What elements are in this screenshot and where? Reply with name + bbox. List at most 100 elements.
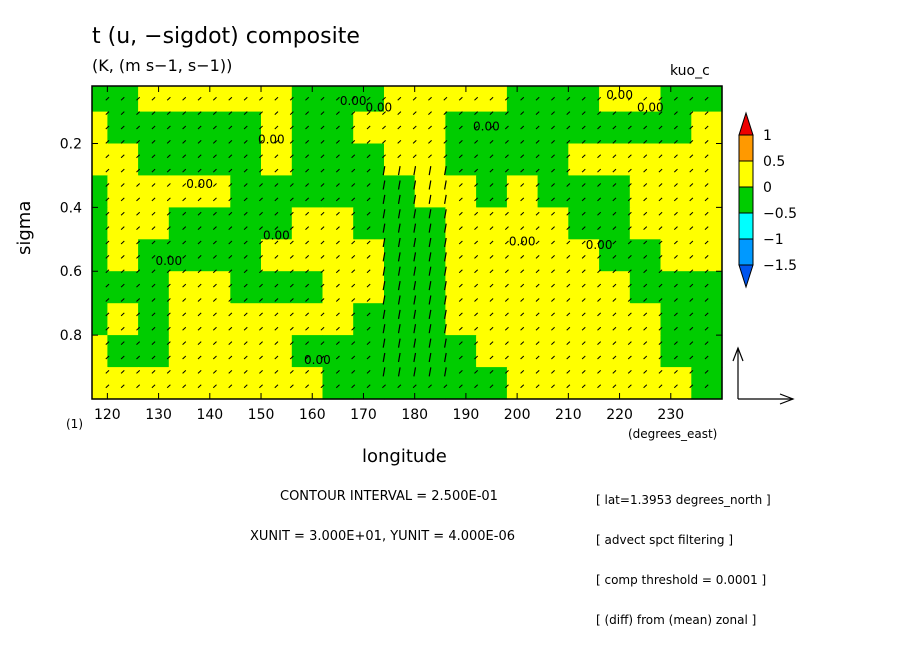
vector-arrow <box>197 326 202 331</box>
note-line: [ lat=1.3953 degrees_north ] <box>596 493 771 507</box>
field-cell <box>107 239 139 272</box>
vector-arrow <box>289 125 294 130</box>
vector-arrow <box>105 211 110 216</box>
vector-arrow <box>689 96 694 101</box>
field-cell <box>506 335 539 368</box>
field-cell <box>476 303 508 336</box>
vector-arrow <box>474 226 479 230</box>
vector-arrow <box>643 140 648 144</box>
vector-arrow <box>627 269 632 274</box>
vector-arrow <box>397 223 401 233</box>
vector-arrow <box>289 96 294 101</box>
y-tick-label: 0.6 <box>60 264 82 280</box>
vector-arrow <box>166 197 171 202</box>
vector-arrow <box>566 240 571 245</box>
vector-arrow <box>105 96 110 101</box>
field-cell <box>568 335 600 368</box>
vector-arrow <box>581 197 586 202</box>
vector-arrow <box>335 341 340 345</box>
vector-arrow <box>166 140 171 144</box>
vector-arrow <box>428 96 432 101</box>
vector-arrow <box>228 269 233 274</box>
vector-arrow <box>504 154 509 159</box>
field-cell <box>168 175 201 208</box>
vector-arrow <box>566 341 571 345</box>
contour-label: 0.00 <box>263 228 290 242</box>
vector-arrow <box>212 255 217 259</box>
vector-arrow <box>474 355 479 360</box>
vector-arrow <box>597 183 602 187</box>
vector-arrow <box>428 194 432 205</box>
vector-arrow <box>105 384 110 389</box>
vector-arrow <box>182 283 187 288</box>
vector-arrow <box>658 168 663 173</box>
vector-arrow <box>289 326 294 331</box>
vector-arrow <box>136 269 141 274</box>
field-cell <box>92 303 108 336</box>
vector-arrow <box>504 125 509 130</box>
field-cell <box>138 367 170 400</box>
vector-arrow <box>182 312 187 317</box>
vector-arrow <box>581 96 586 101</box>
vector-arrow <box>320 298 325 302</box>
vector-arrow <box>520 111 525 115</box>
vector-arrow <box>212 226 217 230</box>
vector-arrow <box>197 240 202 245</box>
field-cell <box>199 143 231 176</box>
vector-arrow <box>520 283 525 288</box>
vector-arrow <box>182 125 187 130</box>
vector-arrow <box>413 338 417 348</box>
vector-arrow <box>444 338 447 348</box>
vector-arrow <box>643 96 648 101</box>
vector-arrow <box>474 326 479 331</box>
field-cell <box>599 239 631 272</box>
vector-arrow <box>581 255 586 259</box>
vector-arrow <box>136 211 141 216</box>
vector-arrow <box>289 298 294 302</box>
vector-arrow <box>474 312 479 317</box>
vector-arrow <box>428 180 432 190</box>
vector-arrow <box>689 370 694 374</box>
vector-arrow <box>413 252 417 262</box>
field-cell <box>599 271 631 304</box>
x-tick-label: 150 <box>248 407 275 423</box>
vector-arrow <box>474 298 479 302</box>
vector-arrow <box>412 125 417 130</box>
field-cell <box>568 143 600 176</box>
field-cell <box>107 367 139 400</box>
vector-arrow <box>444 194 447 205</box>
plot-notes: [ lat=1.3953 degrees_north ] [ advect sp… <box>596 470 771 642</box>
vector-arrow <box>397 140 402 144</box>
vector-arrow <box>581 326 586 331</box>
vector-arrow <box>566 96 571 101</box>
vector-arrow <box>351 226 356 230</box>
field-cell <box>691 239 723 272</box>
vector-arrow <box>673 312 678 317</box>
field-cell <box>291 207 324 240</box>
field-cell <box>353 143 385 176</box>
vector-arrow <box>197 154 202 159</box>
vector-arrow <box>274 226 279 230</box>
vector-arrow <box>474 140 479 144</box>
vector-arrow <box>274 298 279 302</box>
vector-arrow <box>105 326 110 331</box>
vector-arrow <box>643 312 648 317</box>
vector-arrow <box>673 326 678 331</box>
vector-arrow <box>182 183 187 187</box>
field-cell <box>691 303 723 336</box>
vector-arrow <box>120 312 125 317</box>
colorbar-top-triangle <box>738 111 754 136</box>
vector-arrow <box>397 252 401 262</box>
vector-arrow <box>305 312 310 317</box>
vector-arrow <box>444 309 447 320</box>
field-cell <box>568 367 600 400</box>
vector-arrow <box>704 326 709 331</box>
field-cell <box>261 303 293 336</box>
field-cell <box>230 207 262 240</box>
vector-arrow <box>520 125 525 130</box>
vector-arrow <box>197 341 202 345</box>
field-cell <box>537 143 569 176</box>
field-cell <box>599 175 631 208</box>
vector-arrow <box>136 355 141 360</box>
vector-arrow <box>551 312 555 317</box>
